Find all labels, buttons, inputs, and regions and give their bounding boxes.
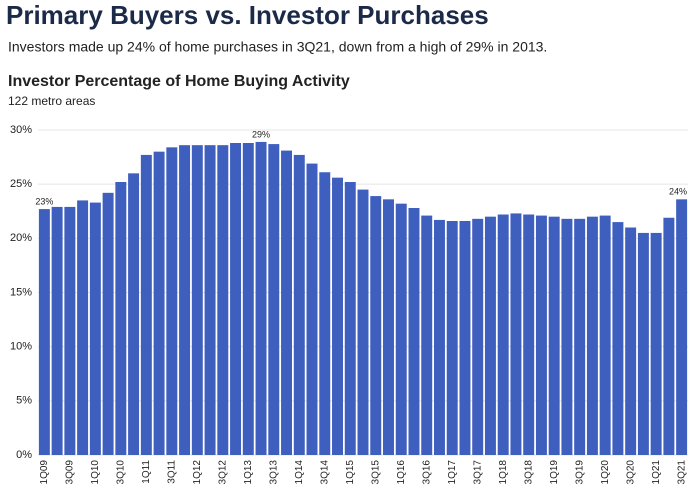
bar xyxy=(370,196,382,456)
x-tick-label: 3Q19 xyxy=(574,460,585,485)
x-tick-label: 1Q15 xyxy=(345,460,356,485)
bar xyxy=(408,208,420,455)
bar xyxy=(433,219,445,455)
page-subtitle: Investors made up 24% of home purchases … xyxy=(8,39,547,55)
x-tick-label: 1Q10 xyxy=(90,460,101,485)
bar xyxy=(242,143,254,455)
bar xyxy=(561,218,573,455)
bar xyxy=(217,145,229,455)
data-label: 24% xyxy=(669,187,687,197)
bar xyxy=(293,154,305,455)
bar xyxy=(383,199,394,455)
bar xyxy=(663,217,675,455)
data-label: 29% xyxy=(252,129,270,139)
bar xyxy=(332,177,343,455)
bar xyxy=(625,227,637,455)
bar xyxy=(612,222,624,455)
y-tick-label: 10% xyxy=(10,341,32,353)
chart-title: Investor Percentage of Home Buying Activ… xyxy=(8,73,350,90)
bar xyxy=(140,154,152,455)
bar xyxy=(676,199,688,455)
bar xyxy=(306,163,318,456)
x-tick-label: 3Q10 xyxy=(115,460,126,485)
page-title: Primary Buyers vs. Investor Purchases xyxy=(6,0,489,30)
bar xyxy=(191,145,203,455)
bar xyxy=(128,173,140,456)
bar xyxy=(357,189,369,456)
x-tick-label: 3Q21 xyxy=(676,460,687,485)
x-tick-label: 1Q11 xyxy=(141,460,152,484)
chart-subtitle: 122 metro areas xyxy=(8,94,95,108)
bar xyxy=(548,216,560,455)
y-tick-label: 25% xyxy=(10,178,32,190)
y-tick-label: 0% xyxy=(16,449,32,461)
bar xyxy=(319,172,331,455)
x-tick-label: 1Q17 xyxy=(447,460,458,485)
bar xyxy=(255,141,267,455)
bar xyxy=(650,232,662,455)
bar xyxy=(268,144,280,456)
bar xyxy=(421,215,433,455)
x-tick-label: 3Q09 xyxy=(65,460,76,485)
y-tick-label: 30% xyxy=(10,124,32,136)
x-tick-label: 1Q09 xyxy=(39,460,50,485)
x-tick-label: 3Q20 xyxy=(625,460,636,485)
bar xyxy=(574,218,586,455)
x-tick-label: 3Q17 xyxy=(472,460,483,485)
bar xyxy=(89,202,101,455)
bar xyxy=(535,215,547,455)
bar xyxy=(115,182,127,455)
bar xyxy=(102,192,114,456)
bar xyxy=(77,200,89,455)
x-tick-label: 1Q18 xyxy=(498,460,509,485)
x-tick-label: 1Q21 xyxy=(651,460,662,485)
x-tick-label: 1Q13 xyxy=(243,460,254,485)
y-tick-label: 5% xyxy=(16,395,32,407)
bar xyxy=(179,145,191,455)
y-tick-label: 15% xyxy=(10,286,32,298)
bar xyxy=(51,206,63,455)
bar xyxy=(281,150,293,456)
x-tick-label: 3Q16 xyxy=(421,460,432,485)
x-tick-label: 3Q18 xyxy=(523,460,534,485)
bar xyxy=(497,214,509,455)
bar xyxy=(586,216,598,455)
bar xyxy=(510,213,522,455)
bar xyxy=(446,221,458,455)
bar xyxy=(166,147,178,456)
bar xyxy=(523,214,535,455)
bar xyxy=(599,215,611,455)
bar xyxy=(472,218,484,455)
x-tick-label: 3Q14 xyxy=(319,460,330,485)
x-tick-label: 1Q20 xyxy=(600,460,611,485)
bar xyxy=(153,151,165,455)
x-tick-label: 1Q12 xyxy=(192,460,203,485)
y-tick-label: 20% xyxy=(10,232,32,244)
bar xyxy=(484,216,496,455)
bar xyxy=(64,206,76,455)
bar xyxy=(230,143,242,455)
bar xyxy=(395,203,407,455)
bar xyxy=(459,221,471,455)
x-tick-label: 1Q16 xyxy=(396,460,407,485)
bar xyxy=(344,182,356,455)
bar xyxy=(637,232,649,455)
bar xyxy=(204,145,216,455)
x-tick-label: 3Q15 xyxy=(370,460,381,485)
x-tick-label: 3Q13 xyxy=(268,460,279,485)
x-tick-label: 1Q19 xyxy=(549,460,560,485)
x-tick-label: 3Q12 xyxy=(217,460,228,485)
x-tick-label: 3Q11 xyxy=(166,460,177,484)
data-label: 23% xyxy=(35,196,53,206)
bar xyxy=(38,209,50,455)
x-tick-label: 1Q14 xyxy=(294,460,305,485)
